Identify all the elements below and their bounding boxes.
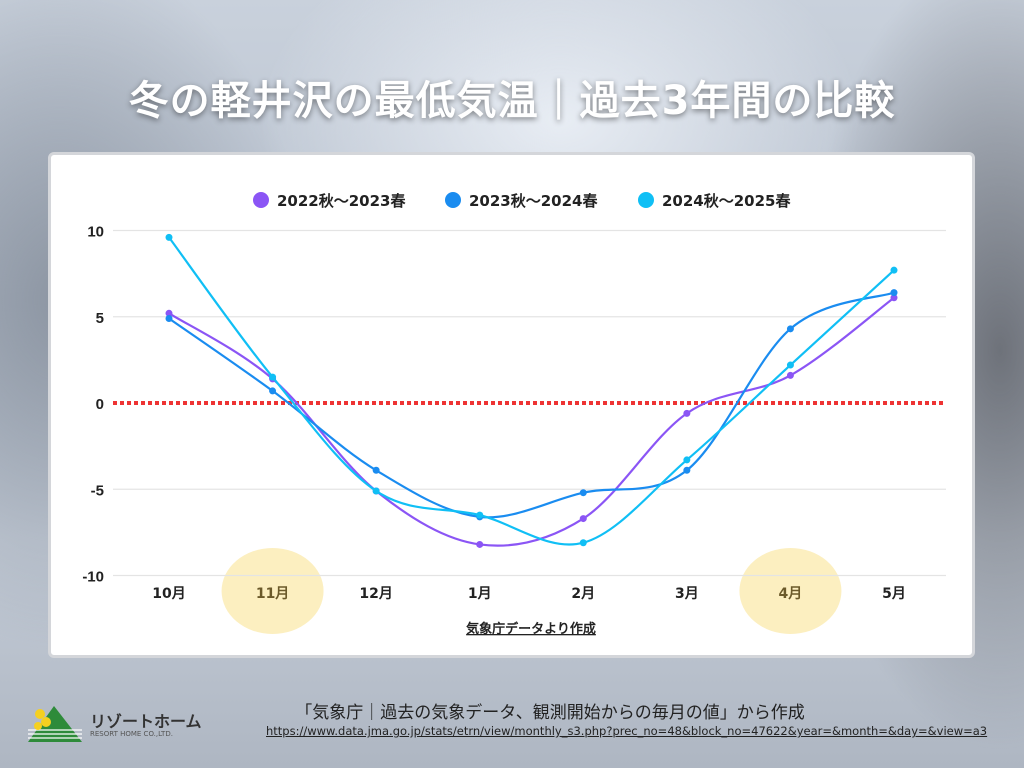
source-link[interactable]: https://www.data.jma.go.jp/stats/etrn/vi…	[266, 724, 988, 738]
month-highlight	[221, 548, 324, 634]
data-point	[372, 487, 380, 495]
x-tick-label: 5月	[882, 586, 906, 602]
month-highlight	[739, 548, 842, 634]
series-line	[168, 291, 895, 519]
y-tick-label: 10	[87, 224, 104, 241]
logo-text: リゾートホーム	[90, 712, 202, 731]
x-tick-label: 12月	[359, 586, 392, 602]
data-point	[890, 294, 898, 302]
data-point	[165, 233, 173, 241]
data-point	[269, 373, 277, 381]
x-tick-label: 1月	[468, 586, 492, 602]
legend-marker	[638, 192, 654, 208]
data-point	[786, 361, 794, 369]
data-point	[683, 466, 691, 474]
legend-marker	[445, 192, 461, 208]
data-point	[786, 371, 794, 379]
data-point	[165, 309, 173, 317]
x-tick-label: 11月	[256, 586, 289, 602]
data-point	[165, 314, 173, 322]
x-tick-label: 4月	[779, 586, 803, 602]
x-tick-label: 3月	[675, 586, 699, 602]
logo-mountain-icon	[28, 706, 82, 742]
y-tick-label: 5	[96, 310, 104, 327]
x-axis-label: 気象庁データより作成	[466, 621, 596, 637]
data-point	[372, 466, 380, 474]
page-title: 冬の軽井沢の最低気温｜過去3年間の比較	[128, 78, 896, 124]
data-point	[683, 409, 691, 417]
data-point	[579, 515, 587, 523]
data-point	[890, 266, 898, 274]
legend-label: 2022秋～2023春	[277, 192, 406, 210]
legend-label: 2023秋～2024春	[469, 192, 598, 210]
legend-label: 2024秋～2025春	[662, 192, 791, 210]
source-note: 「気象庁｜過去の気象データ、観測開始からの毎月の値」から作成	[295, 703, 805, 723]
data-point	[890, 289, 898, 297]
y-tick-label: -5	[91, 482, 104, 499]
x-tick-label: 10月	[152, 586, 185, 602]
logo-subtext: RESORT HOME CO.,LTD.	[90, 730, 173, 738]
data-point	[476, 540, 484, 548]
data-point	[476, 511, 484, 519]
y-tick-label: -10	[82, 569, 104, 586]
data-point	[683, 456, 691, 464]
data-point	[579, 489, 587, 497]
legend-marker	[253, 192, 269, 208]
y-tick-label: 0	[96, 396, 104, 413]
x-tick-label: 2月	[571, 586, 595, 602]
data-point	[786, 325, 794, 333]
series-line	[168, 236, 895, 546]
data-point	[579, 539, 587, 547]
company-logo: リゾートホーム RESORT HOME CO.,LTD.	[24, 700, 204, 744]
data-point	[269, 387, 277, 395]
